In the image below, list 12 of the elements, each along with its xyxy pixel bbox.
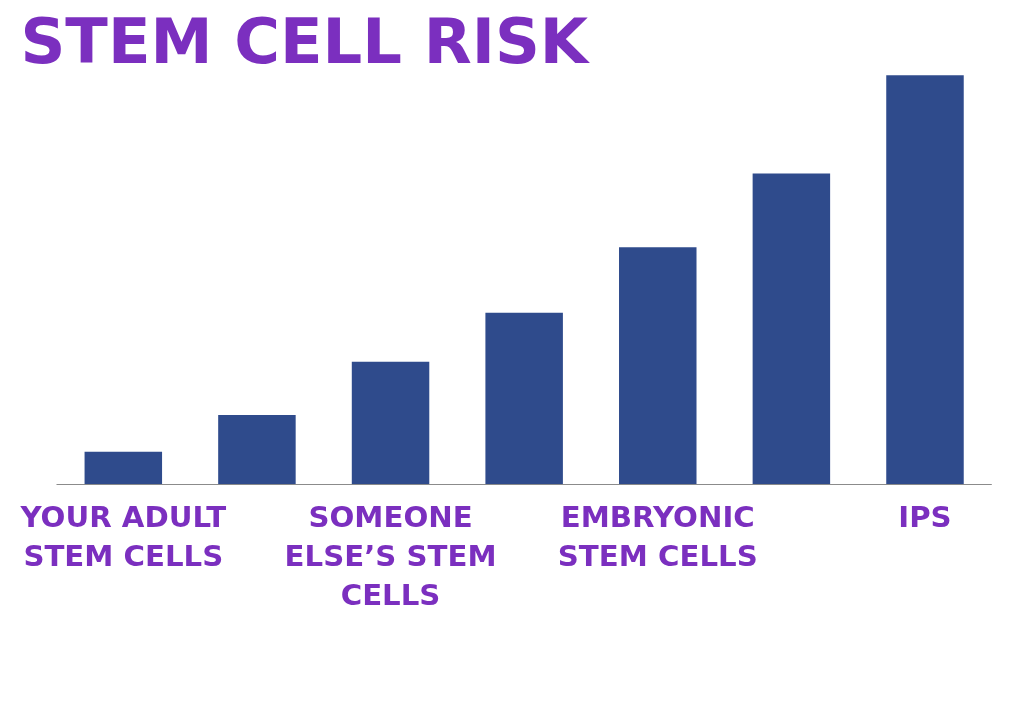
x-tick-label: SOMEONE ELSE’S STEM CELLS	[284, 500, 497, 613]
x-tick-label: IPS	[898, 500, 952, 535]
x-tick-label: YOUR ADULT STEM CELLS	[19, 500, 227, 574]
bar	[84, 451, 163, 485]
x-tick-label: EMBRYONIC STEM CELLS	[557, 500, 758, 574]
bar	[619, 247, 697, 485]
bar	[752, 173, 831, 485]
bar	[886, 75, 964, 485]
bar	[485, 312, 563, 485]
chart-title: STEM CELL RISK	[20, 4, 591, 78]
bar	[218, 414, 296, 485]
bar	[351, 361, 430, 485]
